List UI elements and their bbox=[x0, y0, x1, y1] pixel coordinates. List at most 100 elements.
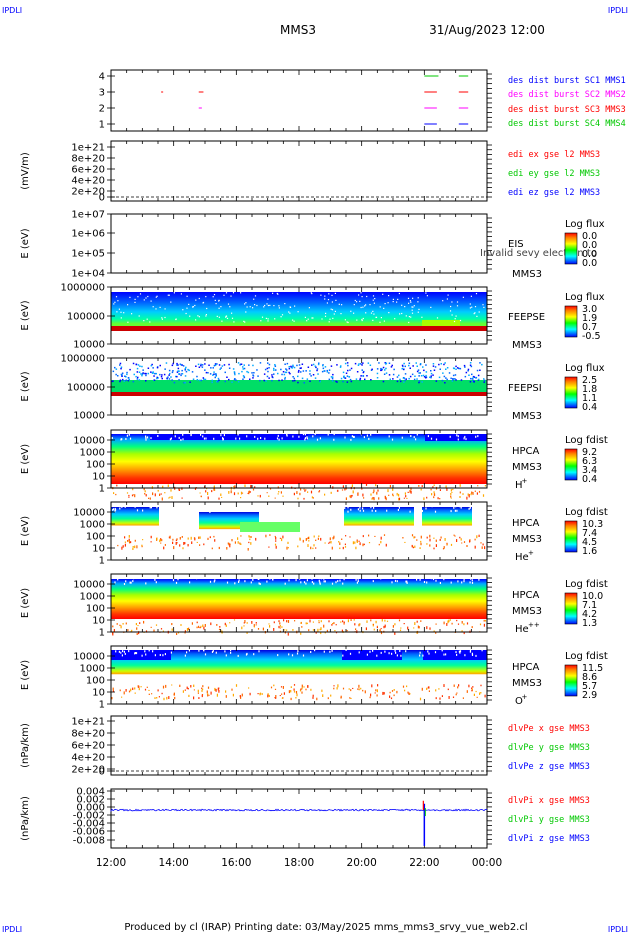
hpca_h-top-gap bbox=[304, 433, 306, 436]
hpca_hepp-low-energy-speck bbox=[286, 620, 288, 623]
feepse-gap bbox=[341, 304, 343, 306]
hpca_he-low-energy-speck bbox=[313, 535, 315, 538]
hpca_hepp-top-gap bbox=[238, 579, 240, 582]
hpca_o-top-gap bbox=[384, 650, 386, 653]
hpca_h-low-energy-speck bbox=[145, 494, 147, 497]
feepsi-speckle bbox=[170, 376, 172, 378]
feepse-gap bbox=[410, 316, 412, 318]
hpca_o-low-energy-speck bbox=[202, 688, 204, 691]
feepsi-speckle bbox=[157, 377, 159, 379]
hpca_o-low-energy-speck bbox=[157, 689, 159, 692]
hpca_o-low-energy-speck bbox=[184, 689, 186, 691]
feepsi-speckle bbox=[359, 379, 361, 381]
feepsi-speckle bbox=[201, 364, 204, 366]
feepsi-speckle bbox=[241, 370, 243, 373]
hpca_he-low-energy-speck bbox=[172, 538, 174, 541]
feepsi-speckle bbox=[479, 369, 481, 371]
feepsi-speckle bbox=[312, 374, 315, 376]
hpca_he-y-tick-label: 100 bbox=[86, 532, 105, 543]
hpca_h-low-energy-speck bbox=[152, 492, 154, 496]
hpca_he-low-energy-speck bbox=[349, 536, 351, 538]
feepse-gap bbox=[139, 293, 142, 295]
hpca_h-top-gap bbox=[292, 435, 294, 438]
hpca_he-low-energy-speck bbox=[128, 535, 130, 538]
feepse-gap bbox=[405, 315, 407, 317]
feepse-gap bbox=[227, 303, 230, 305]
feepsi-speckle bbox=[438, 376, 441, 379]
hpca_o-top-gap bbox=[297, 650, 299, 653]
hpca_h-low-energy-speck bbox=[268, 495, 270, 497]
hpca_h-low-energy-speck bbox=[468, 494, 470, 496]
divpi-frame bbox=[110, 788, 488, 849]
feepsi-speckle bbox=[310, 375, 312, 377]
hpca_o-low-energy-speck bbox=[201, 689, 203, 692]
feepsi-speckle bbox=[156, 376, 158, 379]
hpca_o-low-energy-speck bbox=[239, 695, 241, 698]
hpca_h-low-energy-speck bbox=[280, 491, 282, 494]
feepse-gap bbox=[289, 312, 291, 314]
hpca_h-top-gap bbox=[239, 437, 241, 440]
hpca_he-low-energy-speck bbox=[297, 545, 299, 548]
feepsi-speckle bbox=[165, 362, 168, 364]
feepse-gap bbox=[129, 296, 131, 298]
hpca_h-low-energy-speck bbox=[168, 497, 170, 499]
hpca_o-low-energy-speck bbox=[456, 692, 458, 694]
hpca_hepp-low-energy-speck bbox=[318, 620, 320, 622]
hpca_hepp-low-energy-speck bbox=[113, 629, 115, 632]
hpca_hepp-low-energy-speck bbox=[400, 627, 402, 629]
feepse-gap bbox=[408, 302, 410, 304]
hpca_h-low-energy-speck bbox=[392, 495, 394, 497]
hpca_he-colorbar-tick: 7.4 bbox=[582, 528, 597, 539]
feepsi-speckle bbox=[207, 372, 209, 374]
hpca_h-low-energy-speck bbox=[307, 491, 309, 493]
feepsi-speckle bbox=[293, 377, 295, 380]
feepsi-speckle bbox=[243, 367, 246, 370]
hpca_hepp-low-energy-speck bbox=[120, 625, 122, 629]
feepsi-speckle bbox=[403, 377, 406, 380]
hpca_hepp-low-energy-speck bbox=[253, 626, 255, 628]
hpca_he-low-energy-speck bbox=[229, 544, 231, 548]
edi-legend-entry: edi ex gse l2 MMS3 bbox=[508, 150, 600, 160]
feepsi-speckle bbox=[330, 365, 333, 367]
feepse-colorbar-tick: 1.9 bbox=[582, 313, 597, 324]
feepsi-colorbar-tick: 1.8 bbox=[582, 384, 597, 395]
feepse-gap bbox=[333, 313, 335, 315]
feepsi-speckle bbox=[311, 364, 313, 366]
feepsi-speckle bbox=[413, 378, 416, 381]
feepsi-speckle bbox=[177, 370, 179, 372]
feepsi-speckle bbox=[284, 371, 287, 374]
edi-frame bbox=[110, 140, 488, 202]
hpca_o-low-energy-speck bbox=[121, 696, 123, 698]
hpca_he-low-energy-speck bbox=[329, 537, 331, 541]
hpca_o-low-energy-speck bbox=[210, 691, 212, 695]
feepsi-speckle bbox=[237, 381, 240, 383]
hpca_he-low-energy-speck bbox=[168, 536, 170, 539]
divpe-y-tick-label: 1e+21 bbox=[71, 717, 105, 728]
feepsi-speckle bbox=[180, 364, 183, 366]
hpca_h-low-energy-speck bbox=[450, 489, 452, 492]
hpca_h-species-label: H bbox=[515, 480, 523, 491]
feepsi-speckle bbox=[419, 363, 422, 365]
hpca_hepp-low-energy-speck bbox=[456, 619, 458, 622]
feepsi-speckle bbox=[294, 379, 296, 382]
feepse-gap bbox=[362, 317, 364, 320]
hpca_o-top-gap bbox=[400, 654, 402, 657]
feepsi-speckle bbox=[121, 375, 123, 377]
feepsi-speckle bbox=[159, 364, 161, 367]
hpca_he-top-gap bbox=[454, 509, 456, 512]
hpca_he-low-energy-speck bbox=[282, 535, 284, 539]
feepse-gap bbox=[401, 304, 403, 306]
hpca_he-low-energy-speck bbox=[161, 539, 163, 542]
hpca_he-low-energy-speck bbox=[453, 534, 455, 536]
hpca_hepp-top-gap bbox=[288, 579, 290, 582]
hpca_he-low-energy-speck bbox=[239, 542, 241, 545]
hpca_he-y-tick-label: 10000 bbox=[73, 508, 105, 519]
hpca_he-low-energy-speck bbox=[308, 540, 310, 542]
hpca_h-low-energy-speck bbox=[377, 489, 379, 492]
feepsi-speckle bbox=[398, 374, 400, 377]
burst-y-tick-label: 4 bbox=[99, 72, 105, 83]
hpca_h-low-energy-speck bbox=[178, 489, 181, 491]
hpca_o-low-energy-speck bbox=[162, 685, 165, 689]
